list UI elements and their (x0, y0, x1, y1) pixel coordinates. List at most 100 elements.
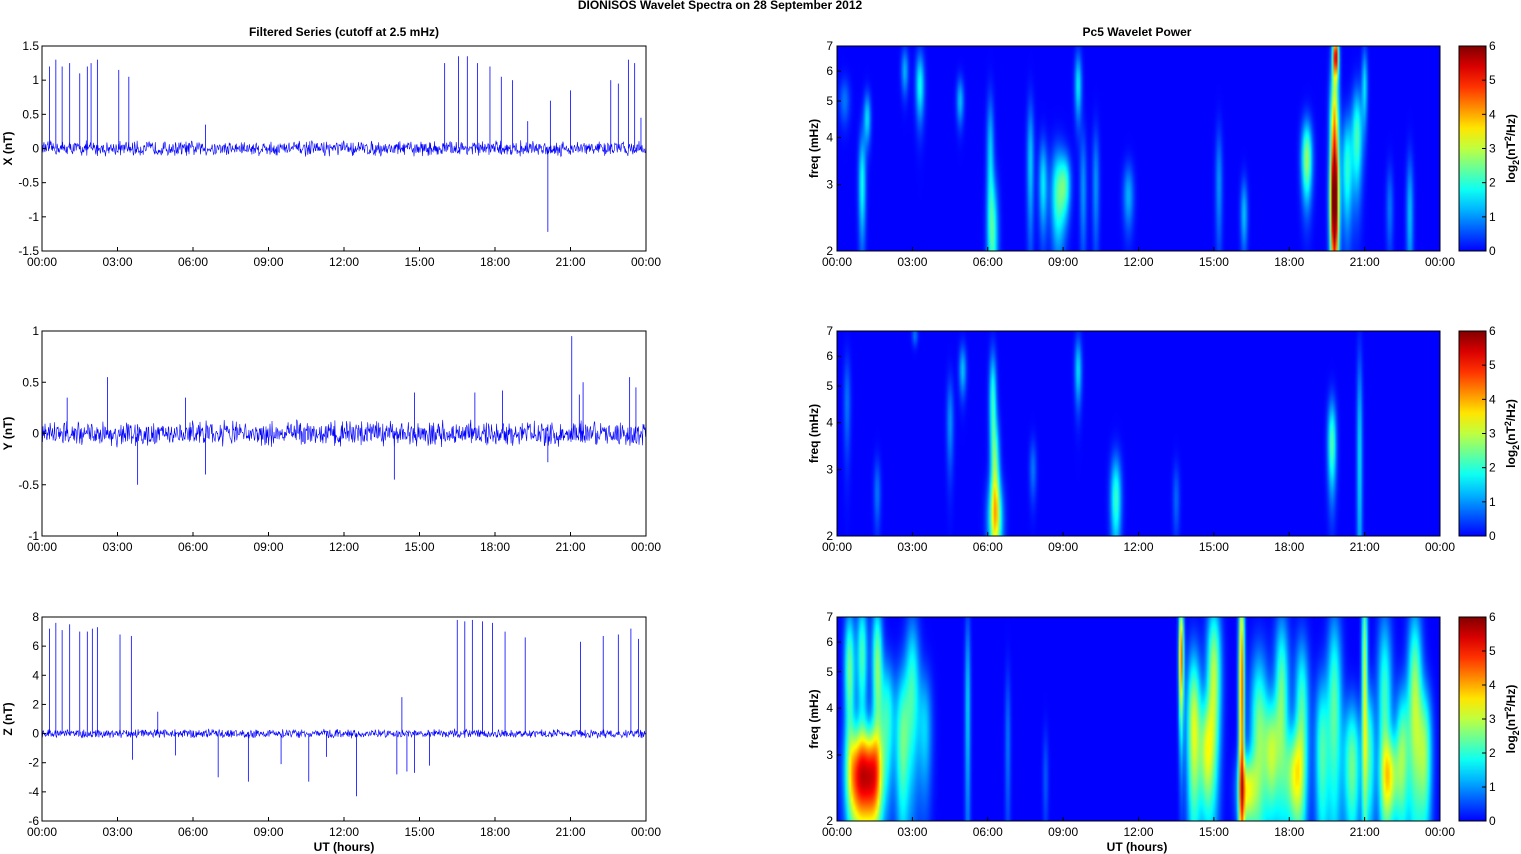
wavelet-y-xtick-label: 12:00 (1123, 540, 1153, 554)
ytick-label: 0 (32, 427, 39, 441)
colorbar-label: log2(nT2/Hz) (1503, 399, 1521, 468)
series-z-xtick-label: 21:00 (555, 825, 585, 839)
series-x-xtick-label: 06:00 (178, 255, 208, 269)
ytick-label: 2 (826, 244, 833, 258)
wavelet-power-map (837, 331, 1440, 536)
ytick-label: 3 (826, 748, 833, 762)
ytick-label: 6 (32, 639, 39, 653)
series-panel-z: 8 6 4 2 0 -2 -4 -6 Z (nT) (1, 610, 647, 828)
colorbar-tick-label: 4 (1489, 107, 1496, 121)
ytick-label: -1.5 (18, 244, 39, 258)
ytick-label: -1 (28, 210, 39, 224)
ytick-label: 2 (826, 814, 833, 828)
series-y-xtick-label: 12:00 (329, 540, 359, 554)
series-x-xtick-label: 21:00 (555, 255, 585, 269)
wavelet-y-xtick-label: 21:00 (1350, 540, 1380, 554)
right-xlabel: UT (hours) (1107, 840, 1168, 854)
series-z-xtick-label: 09:00 (253, 825, 283, 839)
ytick-label: -2 (28, 756, 39, 770)
ytick-label: 3 (826, 463, 833, 477)
series-y-xtick-label: 00:00 (631, 540, 661, 554)
ytick-label: -6 (28, 814, 39, 828)
series-z-xtick-label: 12:00 (329, 825, 359, 839)
series-z-xtick-label: 15:00 (404, 825, 434, 839)
colorbar (1458, 616, 1487, 822)
wavelet-y-xtick-label: 00:00 (822, 540, 852, 554)
wavelet-y-xtick-label: 15:00 (1199, 540, 1229, 554)
colorbar-tick-label: 1 (1489, 210, 1496, 224)
wavelet-panel-x: 7 6 5 4 3 2 freq (mHz) 6 5 4 3 2 1 0 log2(nT2/Hz) (807, 39, 1521, 258)
ytick-label: 0 (32, 142, 39, 156)
ytick-label: 8 (32, 610, 39, 624)
ytick-label: 7 (826, 610, 833, 624)
ytick-label: 4 (826, 701, 833, 715)
ytick-label: -1 (28, 529, 39, 543)
series-y-xtick-label: 00:00 (27, 540, 57, 554)
ytick-label: 7 (826, 39, 833, 53)
series-x-xtick-label: 03:00 (102, 255, 132, 269)
ylabel-x: X (nT) (1, 132, 15, 166)
ytick-label: 5 (826, 665, 833, 679)
right-column-title: Pc5 Wavelet Power (1083, 25, 1192, 39)
wavelet-z-xtick-label: 21:00 (1350, 825, 1380, 839)
colorbar-tick-label: 3 (1489, 712, 1496, 726)
ylabel-y: Y (nT) (1, 417, 15, 451)
wavelet-y-xtick-label: 18:00 (1274, 540, 1304, 554)
wavelet-x-xtick-label: 00:00 (1425, 255, 1455, 269)
ytick-label: 1 (32, 324, 39, 338)
ytick-label: 4 (826, 416, 833, 430)
ytick-label: 6 (826, 349, 833, 363)
ytick-label: -4 (28, 785, 39, 799)
ytick-label: 4 (826, 131, 833, 145)
wavelet-z-xtick-label: 00:00 (1425, 825, 1455, 839)
ytick-label: 5 (826, 94, 833, 108)
wavelet-z-xtick-label: 06:00 (973, 825, 1003, 839)
wavelet-z-xtick-label: 15:00 (1199, 825, 1229, 839)
wavelet-x-xtick-label: 09:00 (1048, 255, 1078, 269)
series-panel-x: 1.5 1 0.5 0 -0.5 -1 -1.5 X (nT) (1, 39, 647, 258)
wavelet-z-xtick-label: 03:00 (897, 825, 927, 839)
series-z-xtick-label: 06:00 (178, 825, 208, 839)
colorbar-tick-label: 5 (1489, 358, 1496, 372)
wavelet-x-xtick-label: 21:00 (1350, 255, 1380, 269)
wavelet-panel-z: 7 6 5 4 3 2 freq (mHz) 6 5 4 3 2 1 0 log2(nT2/Hz) (807, 610, 1521, 828)
ytick-label: 2 (32, 697, 39, 711)
wavelet-z-xtick-label: 09:00 (1048, 825, 1078, 839)
wavelet-z-xtick-label: 18:00 (1274, 825, 1304, 839)
ytick-label: 3 (826, 178, 833, 192)
series-x-xtick-label: 15:00 (404, 255, 434, 269)
colorbar-tick-label: 5 (1489, 73, 1496, 87)
wavelet-x-xtick-label: 03:00 (897, 255, 927, 269)
colorbar-tick-label: 2 (1489, 746, 1496, 760)
ytick-label: 5 (826, 379, 833, 393)
colorbar-tick-label: 3 (1489, 142, 1496, 156)
colorbar-tick-label: 2 (1489, 461, 1496, 475)
ytick-label: -0.5 (18, 478, 39, 492)
series-y-xtick-label: 03:00 (102, 540, 132, 554)
ytick-label: -0.5 (18, 176, 39, 190)
wavelet-z-xtick-label: 12:00 (1123, 825, 1153, 839)
series-panel-y: 1 0.5 0 -0.5 -1 Y (nT) (1, 324, 647, 543)
series-z-xtick-label: 18:00 (480, 825, 510, 839)
ylabel-z: Z (nT) (1, 702, 15, 735)
series-z-xtick-label: 00:00 (631, 825, 661, 839)
colorbar-tick-label: 3 (1489, 427, 1496, 441)
colorbar-tick-label: 1 (1489, 780, 1496, 794)
ylabel-freq: freq (mHz) (807, 689, 821, 748)
series-x-xtick-label: 00:00 (27, 255, 57, 269)
ytick-label: 0 (32, 727, 39, 741)
series-y-xtick-label: 18:00 (480, 540, 510, 554)
series-trace-y (41, 419, 647, 448)
series-y-xtick-label: 21:00 (555, 540, 585, 554)
colorbar-tick-label: 0 (1489, 814, 1496, 828)
colorbar-tick-label: 0 (1489, 529, 1496, 543)
ylabel-freq: freq (mHz) (807, 404, 821, 463)
ytick-label: 6 (826, 635, 833, 649)
series-x-xtick-label: 18:00 (480, 255, 510, 269)
wavelet-y-xtick-label: 06:00 (973, 540, 1003, 554)
series-y-xtick-label: 09:00 (253, 540, 283, 554)
series-x-xtick-label: 09:00 (253, 255, 283, 269)
wavelet-x-xtick-label: 06:00 (973, 255, 1003, 269)
colorbar-tick-label: 6 (1489, 324, 1496, 338)
